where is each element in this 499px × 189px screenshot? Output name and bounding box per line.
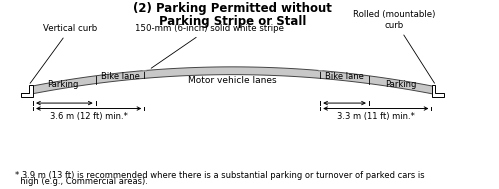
Text: Parking Stripe or Stall: Parking Stripe or Stall bbox=[159, 15, 306, 28]
Polygon shape bbox=[31, 67, 434, 94]
Text: Bike lane: Bike lane bbox=[325, 72, 364, 81]
Text: * 3.9 m (13 ft) is recommended where there is a substantial parking or turnover : * 3.9 m (13 ft) is recommended where the… bbox=[14, 171, 424, 180]
Polygon shape bbox=[20, 85, 32, 97]
Text: Parking: Parking bbox=[47, 80, 79, 89]
Bar bbox=[142, 70, 146, 71]
Text: 150-mm (6-inch) solid white stripe: 150-mm (6-inch) solid white stripe bbox=[135, 24, 283, 68]
Text: Bike lane: Bike lane bbox=[100, 72, 139, 81]
Text: 3.3 m (11 ft) min.*: 3.3 m (11 ft) min.* bbox=[337, 112, 415, 121]
Text: Rolled (mountable)
curb: Rolled (mountable) curb bbox=[353, 10, 436, 83]
Text: (2) Parking Permitted without: (2) Parking Permitted without bbox=[133, 2, 332, 15]
Text: Parking: Parking bbox=[386, 80, 417, 89]
Polygon shape bbox=[432, 85, 444, 97]
Text: Motor vehicle lanes: Motor vehicle lanes bbox=[188, 76, 276, 85]
Bar bbox=[318, 70, 322, 71]
Text: 3.6 m (12 ft) min.*: 3.6 m (12 ft) min.* bbox=[50, 112, 128, 121]
Text: high (e.g., Commercial areas).: high (e.g., Commercial areas). bbox=[14, 177, 148, 186]
Text: Vertical curb: Vertical curb bbox=[30, 24, 97, 83]
